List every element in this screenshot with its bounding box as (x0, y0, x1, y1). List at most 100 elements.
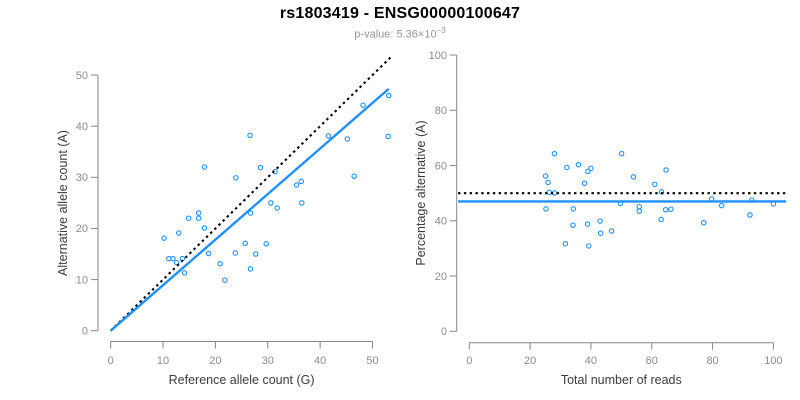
data-point (170, 255, 176, 262)
y-tick-label: 100 (429, 50, 447, 62)
data-point (588, 165, 594, 172)
data-point (546, 189, 553, 196)
data-point (205, 250, 212, 257)
data-point (562, 240, 569, 247)
data-point (185, 215, 192, 221)
right-y-axis-title: Percentage alternative (A) (414, 120, 428, 265)
y-tick-label: 50 (76, 70, 88, 82)
y-tick-label: 30 (76, 172, 88, 184)
x-tick-label: 50 (366, 355, 378, 367)
data-point (597, 218, 603, 224)
data-point (181, 270, 188, 276)
data-point (247, 132, 253, 139)
data-point (570, 222, 576, 228)
data-point (195, 210, 202, 216)
y-tick-label: 0 (441, 326, 447, 338)
data-point (700, 219, 707, 226)
data-point (636, 203, 643, 210)
data-point (233, 175, 239, 181)
x-tick-label: 0 (466, 355, 472, 367)
x-tick-label: 40 (314, 355, 326, 367)
data-point (242, 240, 249, 247)
x-tick-label: 20 (524, 355, 536, 367)
y-tick-label: 20 (76, 223, 88, 235)
data-point (608, 228, 615, 234)
data-point (718, 202, 725, 209)
data-point (247, 266, 254, 272)
data-point (658, 216, 664, 223)
data-point (201, 225, 208, 231)
data-point (570, 206, 577, 212)
y-tick-label: 60 (435, 160, 447, 172)
data-point (360, 102, 366, 108)
data-point (232, 250, 239, 256)
data-point (252, 251, 259, 257)
data-point (543, 206, 549, 212)
y-tick-label: 40 (76, 121, 88, 133)
data-point (663, 167, 669, 173)
data-point (668, 206, 674, 212)
data-point (662, 207, 669, 213)
figure-subtitle: p-value: 5.36×10−3 (0, 26, 800, 41)
data-point (597, 230, 604, 236)
right-panel-marks: 0 20 40 60 80 100 0 20 40 60 80 100 (429, 50, 787, 367)
y-tick-label: 20 (435, 271, 447, 283)
data-point (299, 200, 305, 206)
y-tick-label: 80 (435, 105, 447, 117)
data-point (274, 205, 280, 211)
data-point (217, 260, 223, 267)
data-point (575, 161, 582, 168)
data-point (542, 173, 549, 179)
data-point (385, 92, 392, 99)
y-tick-label: 10 (76, 274, 88, 286)
identity-line (109, 56, 392, 332)
data-point (636, 208, 643, 214)
right-scatter-panel: Percentage alternative (A) Total number … (414, 50, 787, 387)
fit-line (109, 87, 390, 332)
data-point (344, 136, 351, 142)
left-y-axis-title: Alternative allele count (A) (56, 130, 70, 276)
pvalue-text: p-value: 5.36×10 (354, 28, 437, 41)
data-point (222, 277, 228, 283)
y-tick-label: 0 (82, 326, 88, 338)
x-tick-label: 40 (585, 355, 597, 367)
data-point (581, 180, 588, 186)
data-point (618, 150, 625, 157)
data-point (545, 179, 551, 186)
x-tick-label: 10 (157, 355, 169, 367)
x-tick-label: 0 (108, 355, 114, 367)
data-point (584, 221, 591, 227)
x-tick-label: 20 (209, 355, 221, 367)
x-tick-label: 80 (706, 355, 718, 367)
x-tick-label: 100 (764, 355, 782, 367)
pvalue-exponent: −3 (436, 26, 446, 35)
data-point (586, 243, 592, 249)
x-tick-label: 60 (646, 355, 658, 367)
data-point (293, 182, 300, 188)
data-point (263, 241, 269, 247)
data-point (195, 215, 202, 221)
left-scatter-panel: Alternative allele count (A) Reference a… (56, 56, 392, 387)
data-point (298, 178, 305, 185)
figure-title: rs1803419 - ENSG00000100647 (279, 5, 521, 22)
data-point (201, 164, 208, 170)
data-point (551, 150, 558, 157)
right-x-axis-title: Total number of reads (561, 373, 682, 387)
left-x-axis-title: Reference allele count (G) (169, 373, 315, 387)
data-point (652, 181, 658, 188)
data-point (385, 133, 391, 140)
data-point (257, 164, 264, 171)
data-point (630, 174, 637, 180)
data-point (325, 133, 332, 139)
data-point (268, 200, 274, 206)
data-point (247, 210, 254, 216)
data-point (161, 235, 167, 241)
x-tick-label: 30 (262, 355, 274, 367)
y-tick-label: 40 (435, 216, 447, 228)
data-point (585, 168, 591, 175)
data-point (564, 164, 570, 171)
left-panel-marks: 0 10 20 30 40 50 0 10 20 30 40 50 (76, 56, 392, 367)
data-point (176, 230, 182, 236)
